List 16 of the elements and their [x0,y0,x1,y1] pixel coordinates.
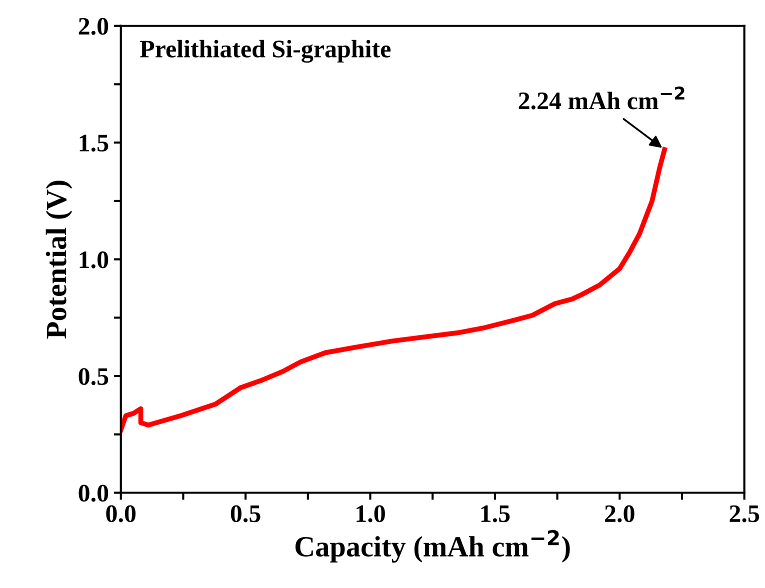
annotation: Prelithiated Si-graphite [140,40,391,63]
y-tick-label: 2.0 [78,18,108,35]
x-axis-title: Capacity (mAh cm$^{−2}$) [295,530,570,563]
x-tick-label: 1.0 [356,505,385,522]
x-tick-label: 0.5 [230,505,260,522]
y-tick-label: 1.0 [80,251,108,268]
line-series [120,147,667,432]
y-tick-label: 0.0 [78,484,108,502]
annotation: 2.24 mAh cm$^{−2}$ [518,86,684,110]
y-tick-label: 0.5 [78,368,108,386]
x-tick-label: 2.0 [605,505,634,522]
y-tick-label: 1.5 [80,134,108,152]
x-tick-label: 1.5 [481,505,510,522]
x-tick-label: 2.5 [730,505,760,522]
y-axis-title: Potential (V) [46,180,72,339]
x-tick-label: 0.0 [106,505,136,522]
